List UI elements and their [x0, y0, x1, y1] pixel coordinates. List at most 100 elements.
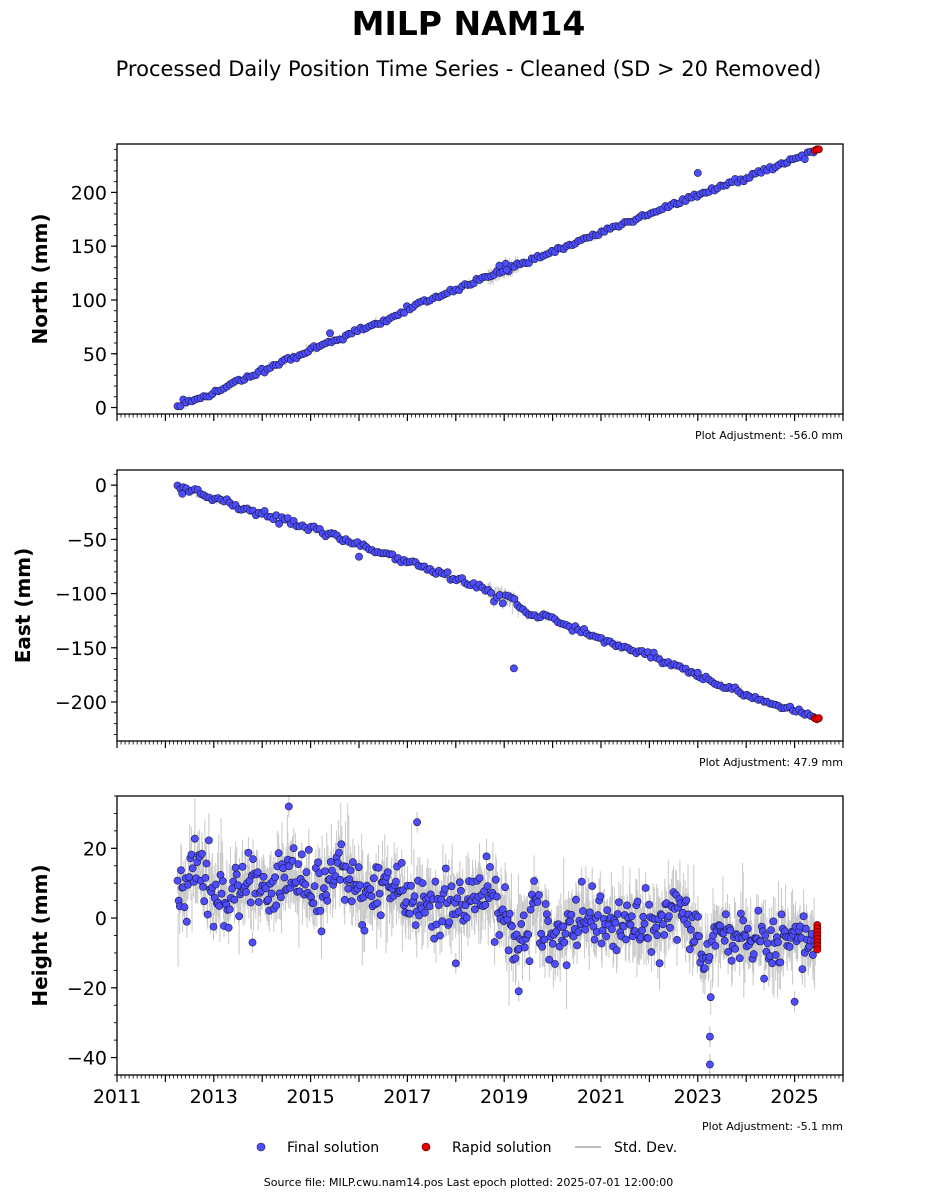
final-point [640, 919, 649, 928]
final-point [302, 868, 311, 877]
final-point [242, 888, 250, 896]
final-point [517, 920, 526, 928]
rapid-solution-points [811, 714, 823, 724]
final-point [641, 884, 650, 892]
rapid-solution-points [811, 145, 823, 155]
final-point [367, 892, 376, 901]
final-point [383, 868, 392, 877]
final-point [230, 895, 239, 904]
final-point [447, 882, 456, 891]
final-point [410, 892, 419, 901]
final-point-outlier [502, 265, 511, 274]
plot-frame [116, 469, 844, 742]
final-point [354, 863, 363, 872]
final-point [541, 900, 550, 908]
final-point [608, 925, 616, 933]
final-point-outlier [514, 987, 523, 996]
final-point [294, 860, 303, 868]
final-point [760, 974, 768, 983]
final-point [272, 901, 281, 910]
final-point-outlier [693, 169, 702, 177]
y-axis-label: Height (mm) [28, 864, 52, 1006]
final-point [573, 941, 581, 950]
final-point [232, 870, 241, 879]
final-point [201, 874, 210, 882]
final-point [188, 864, 197, 873]
final-point-outlier [178, 489, 187, 498]
final-point [566, 917, 574, 926]
y-tick-label: 200 [71, 182, 107, 204]
final-point [486, 863, 494, 871]
final-point [799, 912, 808, 921]
y-tick-label: 0 [95, 908, 107, 930]
final-point [336, 875, 344, 884]
panel-height: 20 0 −20 −40 2011 2013 2015 2017 2019 2021 2023 202… [28, 795, 844, 1133]
final-point [418, 879, 427, 887]
final-point [360, 926, 369, 935]
final-point-outlier [451, 959, 460, 968]
final-point [405, 909, 414, 918]
final-point [345, 875, 354, 884]
final-point [749, 950, 758, 959]
final-point [481, 901, 490, 909]
final-point [511, 954, 520, 963]
final-point [420, 908, 429, 917]
final-point [579, 907, 587, 915]
final-point [720, 936, 729, 945]
final-point [590, 935, 599, 944]
final-point-outlier [355, 552, 363, 561]
rapid-point [814, 145, 823, 154]
final-point [373, 899, 382, 908]
source-footer: Source file: MILP.cwu.nam14.pos Last epo… [263, 1176, 674, 1189]
final-point [526, 905, 535, 914]
final-point [706, 993, 715, 1002]
x-tick-label: 2021 [577, 1086, 625, 1108]
x-tick-label: 2023 [674, 1086, 722, 1108]
final-point [638, 926, 646, 935]
final-point [407, 881, 415, 890]
rapid-solution-points [813, 921, 822, 954]
final-point [761, 931, 770, 940]
final-point [538, 942, 547, 951]
final-point [280, 873, 289, 882]
final-point [581, 925, 590, 934]
final-point [735, 954, 744, 963]
final-point [615, 898, 623, 907]
final-point [436, 931, 444, 940]
final-point [777, 910, 786, 919]
final-point [534, 891, 543, 899]
y-tick-label: −150 [55, 638, 107, 660]
final-point [443, 568, 452, 577]
final-point [774, 938, 782, 947]
final-point [574, 928, 583, 936]
final-point [737, 909, 745, 918]
final-point [525, 957, 534, 965]
final-point-outlier [706, 1060, 714, 1069]
final-point [767, 926, 775, 934]
final-point [238, 862, 247, 871]
final-point [482, 852, 491, 861]
final-point [800, 155, 809, 163]
final-point [785, 942, 794, 951]
final-point [559, 922, 568, 931]
final-point [741, 932, 750, 940]
final-point-outlier [284, 802, 293, 811]
final-point [369, 874, 378, 883]
legend-label: Std. Dev. [614, 1140, 677, 1156]
final-point [505, 909, 514, 918]
final-point [217, 889, 226, 898]
final-point [344, 884, 353, 893]
legend-marker-rapid [421, 1142, 431, 1152]
final-point [530, 877, 538, 885]
final-point [475, 874, 484, 882]
x-tick-label: 2025 [770, 1086, 818, 1108]
final-point [809, 951, 817, 959]
final-solution-points [173, 796, 820, 1075]
final-point [687, 925, 695, 934]
final-point-outlier [790, 997, 799, 1006]
final-point-outlier [248, 938, 257, 947]
y-tick-label: 50 [83, 344, 107, 366]
final-point [588, 882, 597, 890]
final-point [249, 855, 257, 863]
final-point [768, 959, 777, 968]
